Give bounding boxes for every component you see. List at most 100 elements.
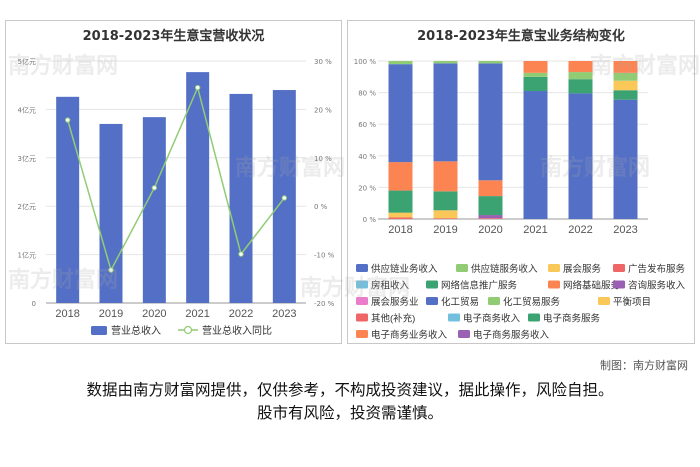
disclaimer-line-2: 股市有风险，投资需谨慎。	[256, 404, 443, 422]
legend-label: 化工贸易服务	[503, 296, 561, 308]
stacked-segment	[388, 64, 413, 163]
legend-swatch	[456, 264, 468, 272]
stacked-segment	[613, 90, 638, 100]
legend-swatch	[548, 280, 560, 289]
legend-swatch	[528, 313, 540, 322]
y-tick-label: 0 %	[363, 216, 377, 224]
stacked-segment	[388, 217, 413, 219]
revenue-bar	[56, 96, 80, 303]
yoy-line	[66, 85, 285, 273]
legend-swatch	[448, 313, 460, 322]
legend-label: 网络信息推广服务	[441, 280, 518, 292]
structure-chart: 0 % 20 % 40 % 60 % 80 % 100 % 2018 2019 2020 2021…	[354, 58, 686, 341]
chart-credit: 制图：南方财富网	[600, 359, 688, 372]
yoy-point	[151, 185, 158, 191]
legend-swatch-revenue	[91, 326, 107, 335]
stacked-segment	[388, 190, 413, 213]
legend-swatch	[356, 330, 368, 338]
stacked-segment	[478, 180, 503, 197]
legend-label: 广告发布服务	[628, 263, 686, 275]
structure-chart-title: 2018-2023年生意宝业务结构变化	[417, 29, 625, 44]
stacked-segment	[388, 61, 413, 65]
x-tick-label: 2019	[99, 308, 123, 320]
revenue-chart: 0 1亿元 2亿元 3亿元 4亿元 5亿元 -20 % -10 % 0 % 10 % 20 % 30 …	[18, 57, 335, 337]
y-left-tick-label: 0	[32, 300, 36, 308]
stacked-segment	[523, 72, 548, 77]
legend-label: 电子商务服务	[543, 313, 601, 325]
stacked-segment	[433, 63, 458, 162]
x-tick-label: 2022	[568, 224, 592, 236]
legend-swatch	[613, 280, 625, 289]
stacked-segment	[433, 61, 458, 64]
legend-swatch	[613, 264, 625, 272]
y-right-tick-label: 10 %	[314, 155, 332, 163]
legend-label: 电子商务业务收入	[371, 329, 448, 341]
stacked-segment	[388, 212, 413, 218]
stacked-segment	[433, 218, 458, 219]
stacked-segment	[433, 210, 458, 219]
legend-swatch	[598, 297, 610, 305]
stacked-segment	[478, 215, 503, 219]
legend-swatch	[426, 280, 438, 289]
x-tick-label: 2023	[613, 224, 637, 236]
y-right-tick-label: -20 %	[314, 300, 335, 308]
y-left-tick-label: 1亿元	[18, 251, 36, 260]
legend-label-revenue: 营业总收入	[111, 324, 161, 337]
legend-label: 电子商务服务收入	[473, 329, 550, 341]
legend-swatch	[356, 280, 368, 289]
y-left-tick-label: 4亿元	[18, 105, 36, 114]
stacked-segment	[478, 196, 503, 216]
x-tick-label: 2021	[523, 224, 547, 236]
legend-label: 展会服务业	[371, 296, 419, 308]
stacked-segment	[523, 91, 548, 219]
y-left-tick-label: 3亿元	[18, 154, 36, 163]
revenue-chart-title: 2018-2023年生意宝营收状况	[82, 29, 265, 44]
yoy-point	[194, 84, 201, 91]
revenue-bar	[99, 123, 123, 303]
legend-label: 供应链业务收入	[371, 263, 438, 275]
x-tick-label: 2018	[388, 224, 412, 236]
yoy-point	[108, 267, 114, 273]
stacked-segment	[388, 162, 413, 191]
legend-label: 展会服务	[563, 263, 602, 275]
revenue-chart-panel: 2018-2023年生意宝营收状况 0 1亿元 2亿元 3亿元 4亿元 5亿元 -20 % -…	[5, 20, 342, 344]
revenue-bar	[186, 72, 210, 303]
structure-chart-panel: 2018-2023年生意宝业务结构变化 0 % 20 % 40 % 60 % 80 % 1…	[347, 20, 695, 344]
y-right-tick-label: -10 %	[314, 252, 335, 260]
y-tick-label: 80 %	[358, 90, 376, 98]
legend-swatch	[458, 330, 470, 338]
legend-label: 平衡项目	[613, 296, 651, 308]
stacked-segment	[613, 72, 638, 81]
y-right-tick-label: 30 %	[314, 58, 332, 66]
y-right-tick-label: 20 %	[314, 106, 332, 114]
x-tick-label: 2019	[433, 224, 457, 236]
x-tick-label: 2021	[185, 308, 209, 320]
legend-swatch	[548, 264, 560, 272]
stacked-segment	[478, 63, 503, 181]
y-right-tick-label: 0 %	[314, 203, 328, 211]
stacked-segment	[523, 61, 548, 73]
yoy-point	[281, 195, 288, 201]
stacked-segment	[613, 61, 638, 73]
stacked-segment	[568, 61, 593, 73]
x-tick-label: 2018	[55, 308, 79, 320]
legend-label: 房租收入	[371, 280, 410, 292]
stacked-segment	[433, 191, 458, 211]
yoy-point	[238, 251, 244, 257]
legend-swatch	[488, 297, 500, 305]
legend-label: 电子商务收入	[463, 313, 521, 325]
legend-label: 化工贸易	[441, 296, 479, 308]
x-tick-label: 2023	[272, 308, 296, 320]
stacked-segment	[568, 72, 593, 80]
legend-swatch	[356, 297, 368, 305]
stacked-segment	[568, 79, 593, 94]
legend-label: 咨询服务收入	[628, 280, 686, 292]
legend-swatch	[356, 264, 368, 272]
stacked-segment	[478, 61, 503, 64]
x-tick-label: 2022	[229, 308, 253, 320]
y-left-tick-label: 2亿元	[18, 202, 36, 211]
legend-label: 其他(补充)	[371, 313, 415, 325]
legend-marker-yoy	[183, 325, 193, 335]
revenue-bar	[142, 117, 166, 303]
y-tick-label: 20 %	[358, 184, 376, 192]
